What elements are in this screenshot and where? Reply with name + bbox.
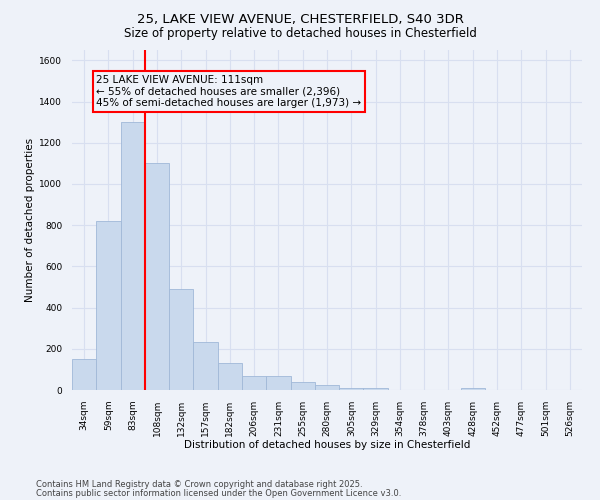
Bar [193, 342, 218, 390]
Bar [364, 388, 388, 390]
Text: Contains public sector information licensed under the Open Government Licence v3: Contains public sector information licen… [36, 488, 401, 498]
Text: Size of property relative to detached houses in Chesterfield: Size of property relative to detached ho… [124, 28, 476, 40]
Bar [266, 376, 290, 390]
Bar [461, 388, 485, 390]
Text: Contains HM Land Registry data © Crown copyright and database right 2025.: Contains HM Land Registry data © Crown c… [36, 480, 362, 489]
Bar [72, 359, 96, 390]
Bar [169, 289, 193, 390]
Bar [315, 385, 339, 390]
X-axis label: Distribution of detached houses by size in Chesterfield: Distribution of detached houses by size … [184, 440, 470, 450]
Text: 25 LAKE VIEW AVENUE: 111sqm
← 55% of detached houses are smaller (2,396)
45% of : 25 LAKE VIEW AVENUE: 111sqm ← 55% of det… [96, 74, 361, 108]
Bar [339, 388, 364, 390]
Text: 25, LAKE VIEW AVENUE, CHESTERFIELD, S40 3DR: 25, LAKE VIEW AVENUE, CHESTERFIELD, S40 … [137, 12, 463, 26]
Y-axis label: Number of detached properties: Number of detached properties [25, 138, 35, 302]
Bar [290, 382, 315, 390]
Bar [242, 376, 266, 390]
Bar [121, 122, 145, 390]
Bar [218, 363, 242, 390]
Bar [96, 221, 121, 390]
Bar [145, 164, 169, 390]
